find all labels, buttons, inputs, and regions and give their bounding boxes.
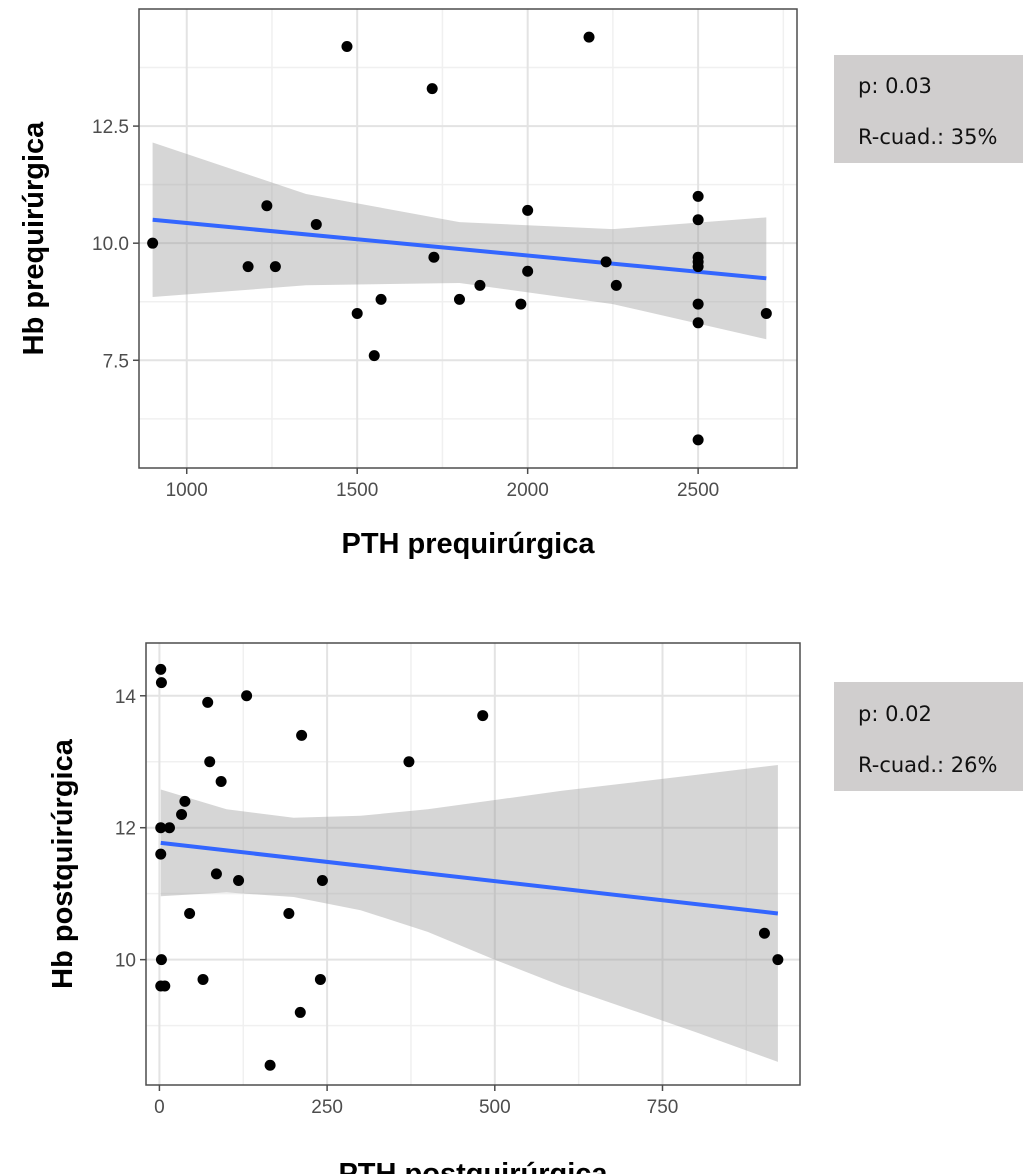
- y-tick-label: 10: [115, 951, 136, 972]
- data-point: [233, 874, 245, 886]
- data-point: [159, 980, 171, 992]
- data-point: [522, 265, 534, 277]
- data-point: [155, 848, 167, 860]
- data-point: [403, 756, 415, 768]
- data-point: [155, 663, 167, 675]
- data-point: [147, 237, 159, 249]
- confidence-band: [152, 142, 767, 340]
- data-point: [210, 868, 222, 880]
- y-tick-label: 10.0: [92, 234, 129, 255]
- data-points: [155, 663, 784, 1071]
- plot-border: [138, 8, 798, 469]
- data-point: [692, 317, 704, 329]
- chart-post: 0 250 500 750 10 12 14 PTH postquirúrgica Hb pos…: [47, 642, 801, 1174]
- x-axis-title: PTH postquirúrgica: [338, 1158, 608, 1174]
- data-point: [261, 200, 273, 212]
- data-point: [283, 907, 295, 919]
- data-point: [515, 298, 527, 310]
- data-point: [215, 776, 227, 788]
- data-point: [426, 83, 438, 95]
- y-axis-title: Hb postquirúrgica: [47, 738, 79, 989]
- p-value-text: p: 0.03: [858, 74, 932, 98]
- data-point: [351, 307, 363, 319]
- data-point: [316, 874, 328, 886]
- data-point: [692, 261, 704, 273]
- y-tick-label: 7.5: [103, 351, 129, 372]
- data-point: [522, 204, 534, 216]
- x-tick-label: 250: [311, 1097, 343, 1118]
- x-tick-label: 1500: [336, 480, 378, 501]
- data-point: [296, 729, 308, 741]
- data-point: [692, 214, 704, 226]
- data-point: [310, 218, 322, 230]
- data-point: [341, 40, 353, 52]
- data-point: [610, 279, 622, 291]
- x-tick-label: 750: [647, 1097, 679, 1118]
- data-point: [314, 973, 326, 985]
- stats-box-post: p: 0.02 R-cuad.: 26%: [834, 682, 1023, 791]
- data-point: [294, 1006, 306, 1018]
- grid: [146, 643, 800, 1085]
- y-axis-title: Hb prequirúrgica: [18, 121, 50, 356]
- y-tick-label: 12: [115, 819, 136, 840]
- x-tick-label: 500: [479, 1097, 511, 1118]
- stats-box-pre: p: 0.03 R-cuad.: 35%: [834, 55, 1023, 163]
- data-point: [155, 677, 167, 689]
- data-point: [264, 1059, 276, 1071]
- x-tick-label: 0: [154, 1097, 165, 1118]
- data-points: [147, 31, 772, 446]
- plot-panel: [139, 9, 797, 468]
- data-point: [583, 31, 595, 43]
- data-point: [179, 795, 191, 807]
- data-point: [772, 954, 784, 966]
- data-point: [428, 251, 440, 263]
- data-point: [758, 927, 770, 939]
- r-squared-text: R-cuad.: 35%: [858, 125, 998, 149]
- plot-border: [145, 642, 801, 1086]
- data-point: [202, 696, 214, 708]
- data-point: [242, 261, 254, 273]
- data-point: [241, 690, 253, 702]
- data-point: [375, 293, 387, 305]
- regression-line: [160, 840, 779, 916]
- x-axis-title: PTH prequirúrgica: [342, 528, 596, 560]
- r-squared-text: R-cuad.: 26%: [858, 753, 998, 777]
- data-point: [269, 261, 281, 273]
- data-point: [760, 307, 772, 319]
- data-point: [474, 279, 486, 291]
- plot-panel: [146, 643, 800, 1085]
- x-tick-label: 1000: [166, 480, 208, 501]
- data-point: [176, 809, 188, 821]
- regression-line: [152, 217, 767, 281]
- x-tick-label: 2000: [507, 480, 549, 501]
- data-point: [692, 434, 704, 446]
- data-point: [155, 954, 167, 966]
- p-value-text: p: 0.02: [858, 702, 932, 726]
- y-tick-label: 14: [115, 687, 137, 708]
- data-point: [184, 907, 196, 919]
- data-point: [204, 756, 216, 768]
- data-point: [155, 822, 167, 834]
- data-point: [600, 256, 612, 268]
- data-point: [163, 822, 175, 834]
- y-tick-label: 12.5: [92, 117, 129, 138]
- data-point: [453, 293, 465, 305]
- data-point: [368, 350, 380, 362]
- chart-pre: 1000 1500 2000 2500 7.5 10.0 12.5 PTH prequirúr…: [18, 8, 798, 560]
- data-point: [477, 710, 489, 722]
- x-tick-label: 2500: [677, 480, 719, 501]
- data-point: [692, 190, 704, 202]
- data-point: [692, 298, 704, 310]
- confidence-band: [160, 765, 778, 1062]
- data-point: [197, 973, 209, 985]
